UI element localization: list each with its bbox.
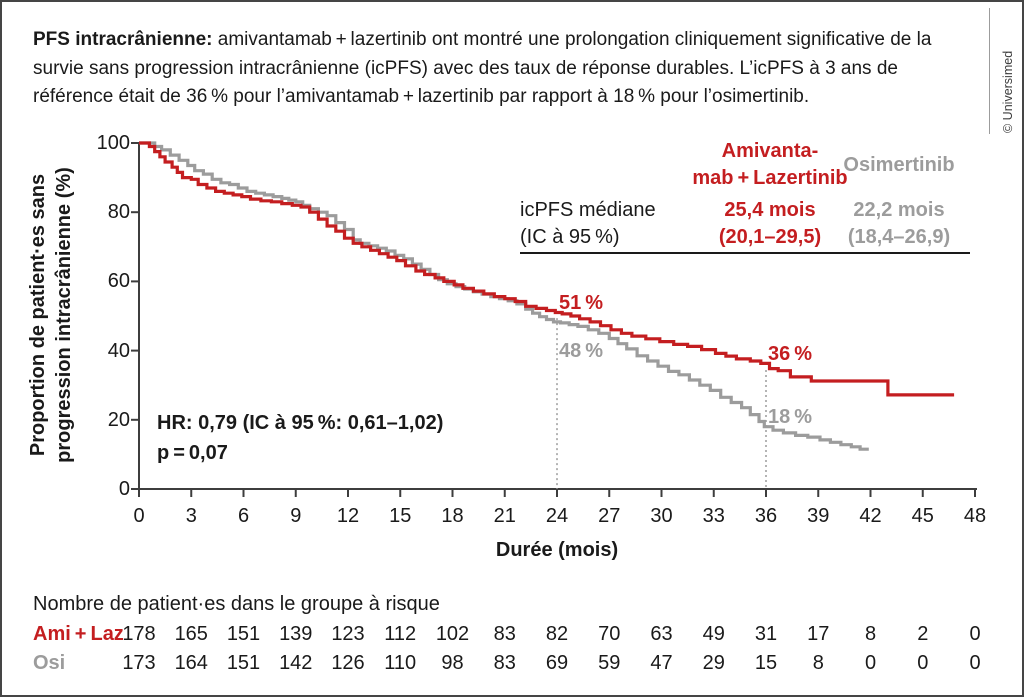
y-tick-label: 80: [107, 201, 130, 224]
at-risk-value: 139: [279, 623, 313, 645]
at-risk-value: 178: [122, 623, 156, 645]
at-risk-value: 126: [331, 652, 365, 674]
hr-annotation-line2: p = 0,07: [157, 442, 228, 464]
median-col-osi-value: 22,2 mois: [853, 199, 945, 221]
at-risk-value: 15: [754, 652, 778, 674]
copyright-divider: [989, 8, 990, 134]
figure-title-rest: amivantamab + lazertinib ont montré une …: [33, 29, 932, 107]
hr-annotation-line1: HR: 0,79 (IC à 95 %: 0,61–1,02): [157, 412, 444, 434]
x-tick-label: 9: [290, 505, 302, 527]
at-risk-value: 112: [384, 623, 417, 645]
annotation-ami_laz-36: 36 %: [768, 343, 813, 366]
at-risk-row-label-osi: Osi: [33, 652, 66, 674]
at-risk-value: 70: [598, 623, 621, 645]
at-risk-value: 17: [807, 623, 830, 645]
at-risk-value: 98: [441, 652, 464, 674]
y-tick-label: 100: [96, 132, 130, 154]
x-tick-label: 45: [911, 505, 934, 527]
annotation-ami_laz-24: 51 %: [559, 291, 604, 314]
at-risk-value: 110: [384, 652, 417, 674]
at-risk-value: 49: [702, 623, 725, 645]
y-tick-label: 60: [107, 270, 130, 293]
x-tick-label: 48: [963, 505, 987, 527]
figure-title-lead: PFS intracrânienne:: [33, 29, 213, 50]
median-table-rule: [520, 252, 970, 254]
at-risk-value: 142: [279, 652, 313, 674]
at-risk-value: 83: [493, 652, 516, 674]
x-tick-label: 42: [859, 505, 882, 527]
at-risk-value: 83: [493, 623, 516, 645]
at-risk-value: 31: [754, 623, 778, 645]
at-risk-value: 164: [174, 652, 208, 674]
median-col-osi-header: Osimertinib: [843, 154, 955, 176]
x-tick-label: 27: [598, 505, 621, 527]
median-row-label-line1: icPFS médiane: [520, 199, 656, 221]
median-col-osi-ci: (18,4–26,9): [847, 226, 951, 248]
at-risk-value: 63: [650, 623, 673, 645]
at-risk-value: 29: [702, 652, 725, 674]
at-risk-value: 102: [435, 623, 470, 645]
x-tick-label: 24: [545, 505, 569, 527]
at-risk-row-label-ami: Ami + Laz: [33, 623, 124, 645]
x-tick-label: 0: [133, 505, 145, 527]
at-risk-value: 165: [174, 623, 208, 645]
x-tick-label: 30: [650, 505, 673, 527]
at-risk-value: 0: [969, 652, 981, 674]
annotation-osi-36: 18 %: [768, 405, 813, 428]
annotation-osi-24: 48 %: [559, 339, 604, 362]
median-row-label-line2: (IC à 95 %): [520, 226, 620, 248]
x-axis-label: Durée (mois): [495, 539, 619, 561]
median-col-ami-header-line1: Amivanta-: [721, 140, 819, 162]
at-risk-value: 173: [122, 652, 156, 674]
figure-title: PFS intracrânienne: amivantamab + lazert…: [33, 26, 949, 112]
at-risk-value: 8: [812, 652, 824, 674]
y-tick-label: 20: [107, 408, 130, 431]
at-risk-value: 8: [864, 623, 877, 645]
x-tick-label: 18: [441, 505, 464, 527]
at-risk-value: 0: [917, 652, 929, 674]
at-risk-value: 123: [331, 623, 365, 645]
km-curve-ami_laz: [139, 141, 955, 397]
at-risk-value: 59: [598, 652, 621, 674]
x-tick-label: 36: [754, 505, 778, 527]
hr-annotation: HR: 0,79 (IC à 95 %: 0,61–1,02) p = 0,07: [157, 408, 443, 468]
at-risk-value: 47: [650, 652, 673, 674]
at-risk-value: 151: [226, 652, 261, 674]
at-risk-value: 82: [545, 623, 569, 645]
median-col-ami-ci: (20,1–29,5): [718, 226, 822, 248]
at-risk-value: 0: [969, 623, 981, 645]
at-risk-value: 2: [917, 623, 929, 645]
at-risk-value: 0: [864, 652, 877, 674]
x-tick-label: 15: [389, 505, 412, 527]
at-risk-value: 151: [226, 623, 261, 645]
at-risk-title: Nombre de patient·es dans le groupe à ri…: [33, 593, 440, 615]
x-tick-label: 6: [237, 505, 250, 527]
y-tick-label: 40: [107, 339, 130, 362]
at-risk-value: 69: [545, 652, 569, 674]
x-tick-label: 39: [807, 505, 830, 527]
x-tick-label: 12: [336, 505, 360, 527]
x-tick-label: 3: [185, 505, 197, 527]
median-col-ami-header-line2: mab + Lazertinib: [692, 167, 848, 189]
x-tick-label: 21: [493, 505, 516, 527]
x-tick-label: 33: [702, 505, 725, 527]
y-tick-label: 0: [118, 478, 130, 500]
median-col-ami-value: 25,4 mois: [724, 199, 816, 221]
